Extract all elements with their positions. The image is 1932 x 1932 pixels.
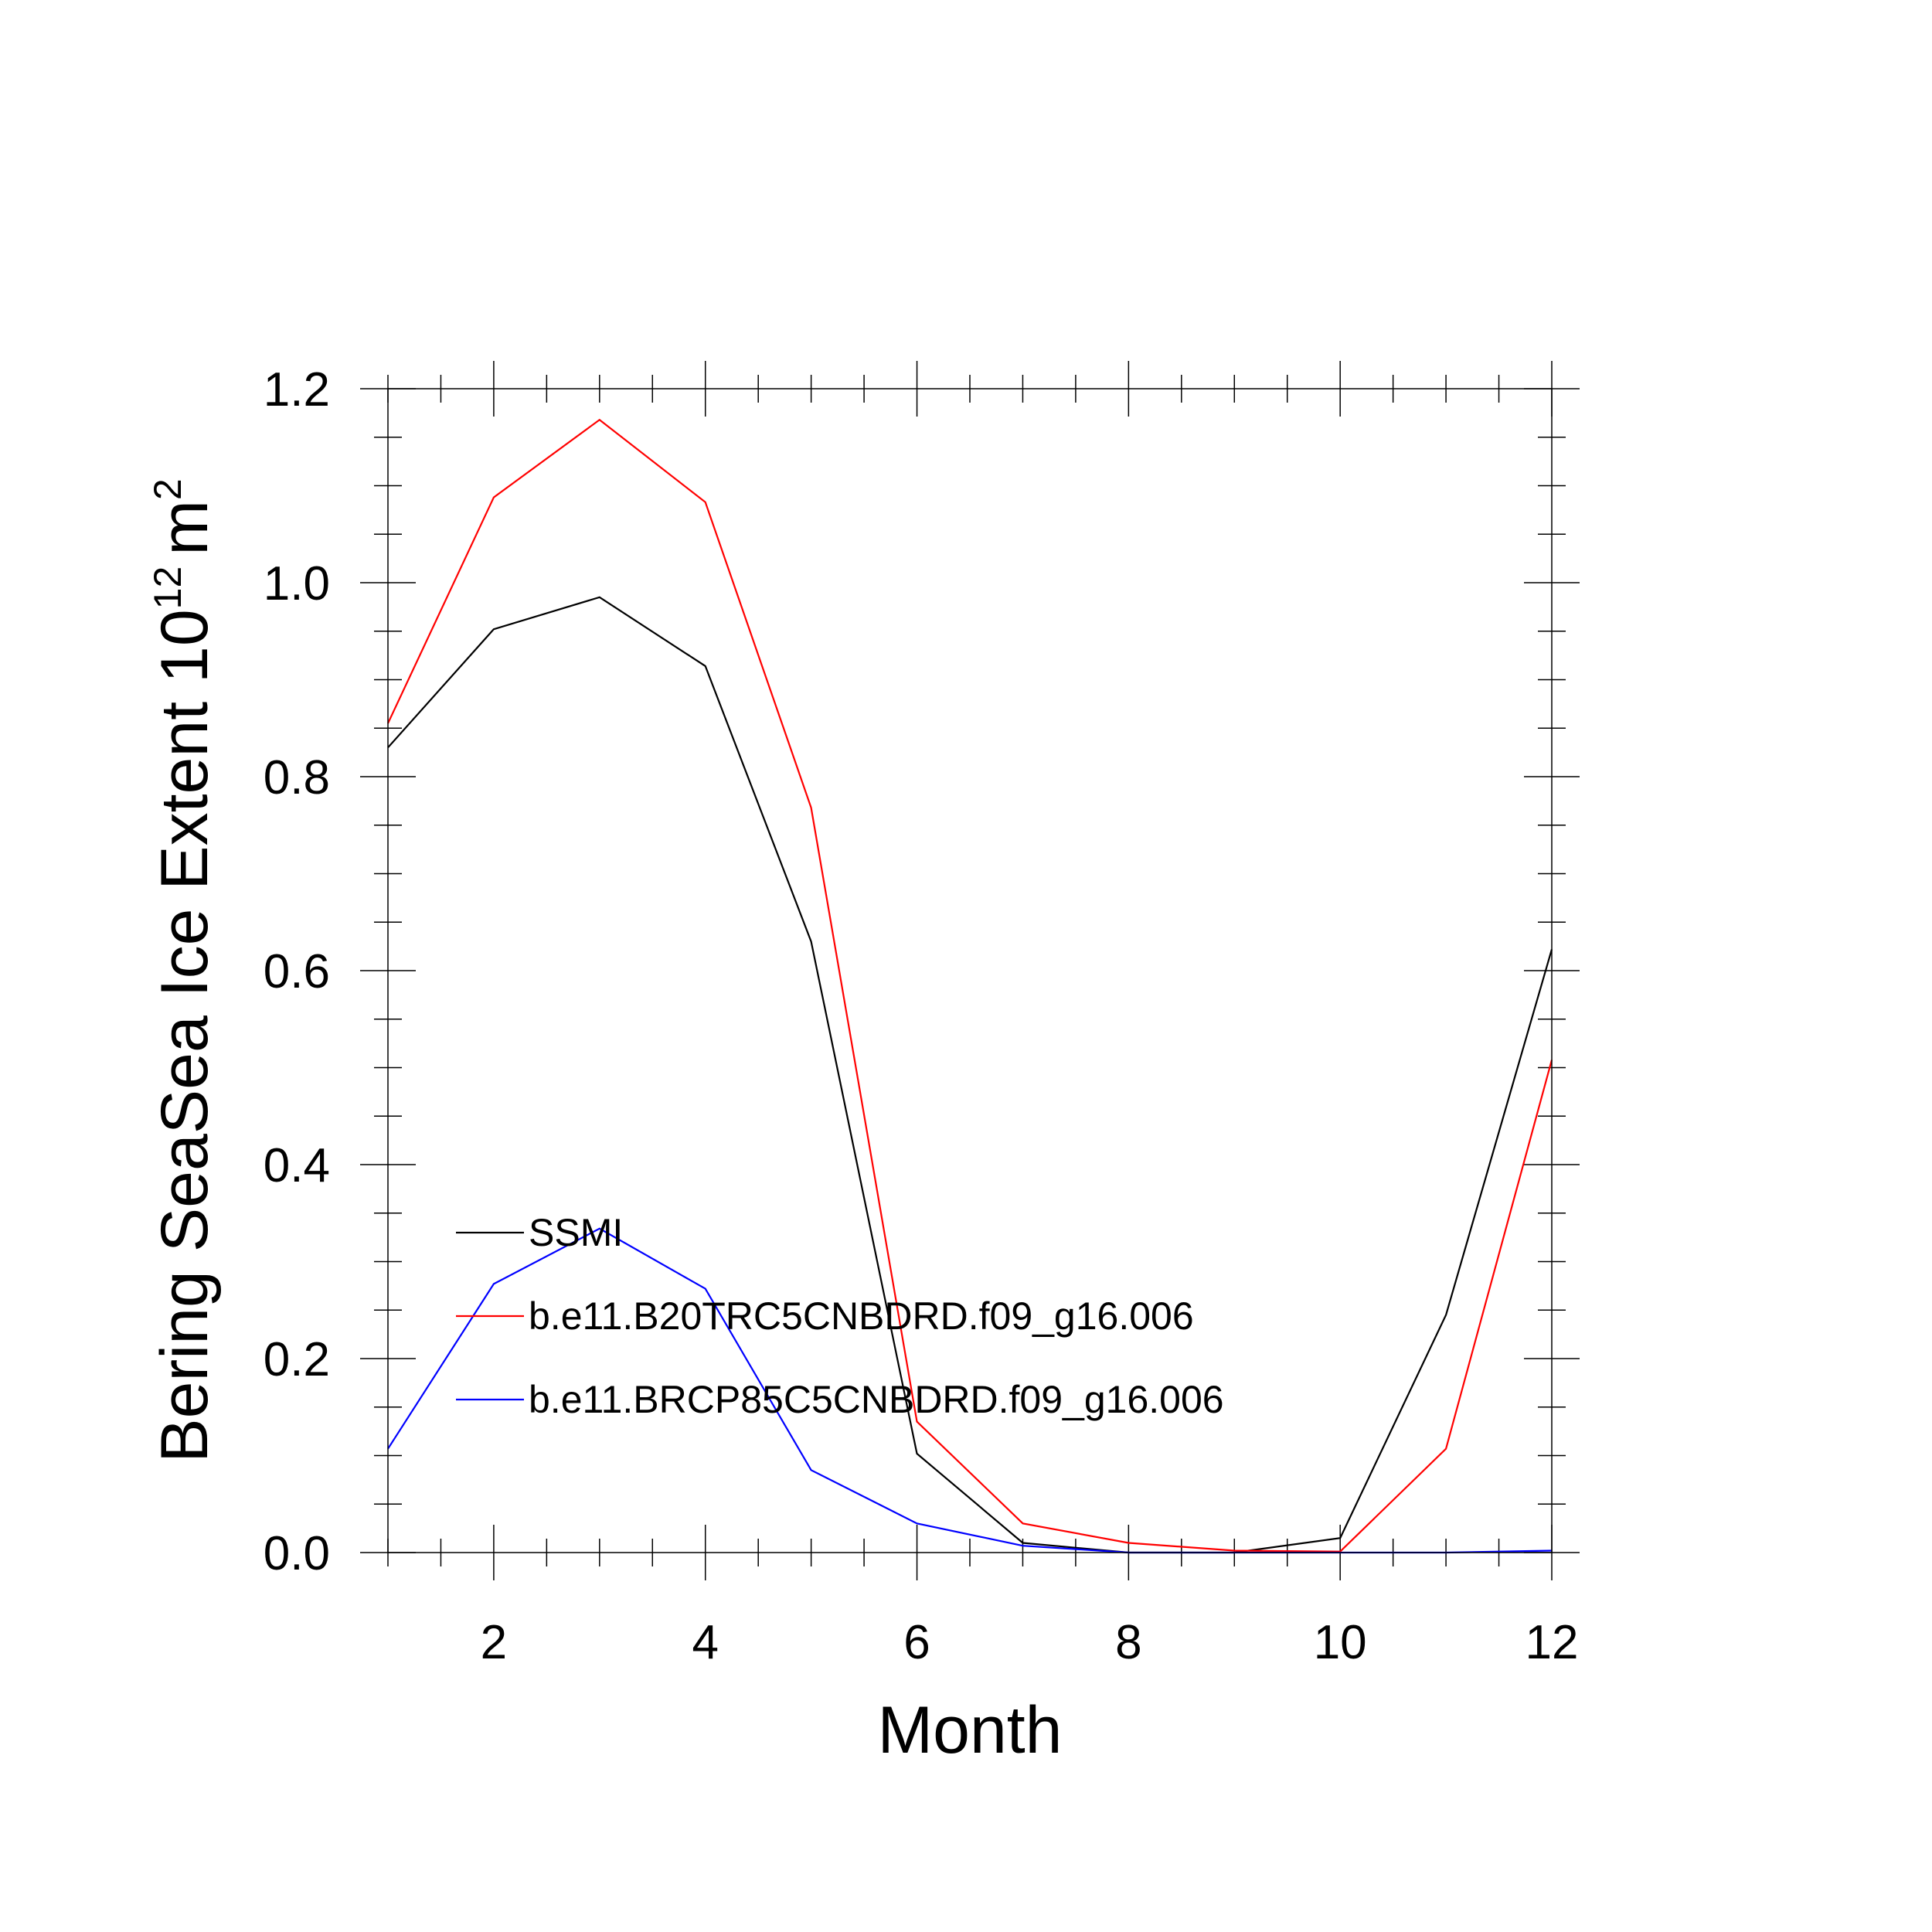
y-tick-label: 1.0	[264, 557, 330, 611]
y-axis-title-exponent: 12	[146, 566, 189, 610]
y-tick-label: 0.0	[264, 1527, 330, 1580]
y-tick-label: 0.8	[264, 751, 330, 804]
plot-frame	[387, 388, 1553, 1553]
x-tick-label: 2	[481, 1616, 507, 1669]
y-tick-label: 1.2	[264, 363, 330, 417]
x-tick-label: 10	[1314, 1616, 1367, 1669]
y-tick-label: 0.4	[264, 1139, 330, 1192]
legend-label-2: b.e11.B20TRC5CNBDRD.f09_g16.006	[529, 1294, 1194, 1338]
y-tick-label: 0.2	[264, 1333, 330, 1386]
y-tick-label: 0.6	[264, 945, 330, 998]
tick-labels: 2 4 6 8 10 12 0.0 0.2 0.4 0.6 0.8 1.0 1.2	[264, 363, 1579, 1669]
y-axis-title-main: Bering SeaSea Ice Extent 10	[148, 609, 222, 1462]
legend-label-3: b.e11.BRCP85C5CNBDRD.f09_g16.006	[529, 1378, 1224, 1421]
x-axis-title: Month	[877, 1693, 1062, 1767]
x-tick-label: 6	[903, 1616, 930, 1669]
x-tick-label: 8	[1115, 1616, 1141, 1669]
x-tick-label: 4	[692, 1616, 718, 1669]
y-axis-title-unit-exponent: 2	[146, 478, 189, 500]
x-tick-label: 12	[1526, 1616, 1579, 1669]
series-line-2	[387, 418, 1553, 1553]
y-axis-title: Bering SeaSea Ice Extent 1012 m2	[146, 478, 222, 1462]
legend-label-1: SSMI	[529, 1211, 623, 1254]
series-line-1	[387, 596, 1553, 1554]
y-axis-title-unit: m	[148, 500, 222, 556]
legend: SSMI b.e11.B20TRC5CNBDRD.f09_g16.006 b.e11…	[456, 1211, 1224, 1421]
